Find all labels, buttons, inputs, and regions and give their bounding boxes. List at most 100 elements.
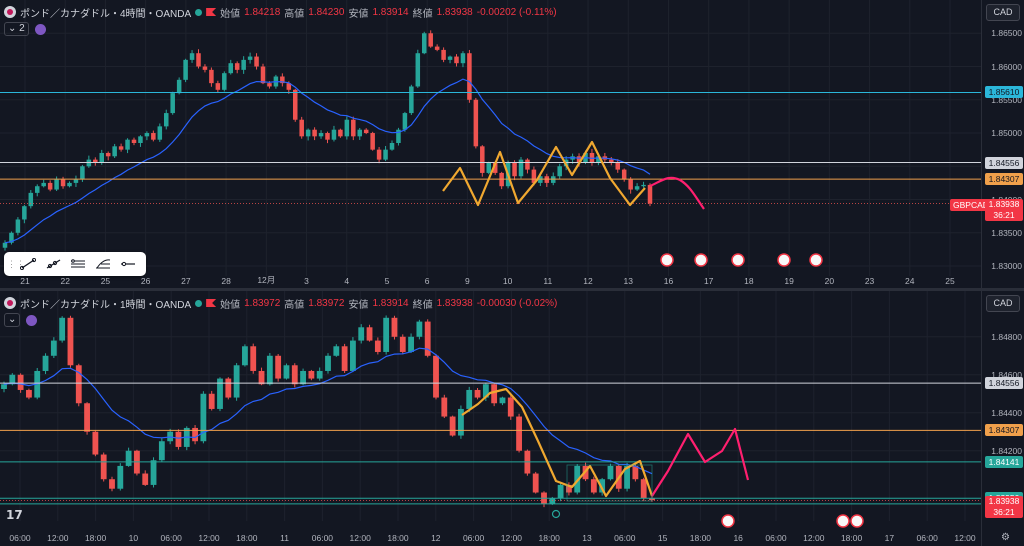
ray-tool-icon[interactable] bbox=[40, 254, 65, 274]
price-axis-label: 1.85000 bbox=[991, 128, 1022, 139]
candle-body bbox=[370, 133, 375, 150]
candle-body bbox=[183, 59, 188, 80]
candle-body bbox=[492, 162, 498, 173]
candle-body bbox=[599, 479, 606, 493]
candle-body bbox=[305, 129, 311, 137]
symbol-price-tag: GBPCAD bbox=[950, 198, 992, 211]
candle-body bbox=[466, 389, 473, 409]
candle-body bbox=[280, 76, 285, 84]
symbol-logo-icon bbox=[4, 297, 16, 309]
time-axis-label: 18:00 bbox=[84, 533, 107, 543]
time-axis-label: 18:00 bbox=[538, 533, 560, 543]
low-value: 1.83914 bbox=[372, 6, 409, 18]
collapse-indicators-button[interactable]: ⌄ bbox=[4, 313, 21, 327]
range-box bbox=[566, 464, 653, 502]
time-axis-label: 28 bbox=[221, 276, 231, 286]
candle-body bbox=[454, 56, 459, 64]
candle-body bbox=[99, 152, 105, 163]
last-price-tag: 1.83938 36:21 bbox=[985, 198, 1023, 221]
top-chart-canvas[interactable] bbox=[0, 0, 982, 289]
time-axis-label: 18 bbox=[744, 276, 754, 286]
candle-body bbox=[351, 119, 356, 137]
bottom-chart-title[interactable]: ポンド／カナダドル・1時間・OANDA bbox=[20, 299, 192, 311]
market-status-icon bbox=[195, 299, 203, 307]
candle-body bbox=[596, 156, 601, 163]
time-axis-label: 18:00 bbox=[689, 533, 712, 543]
candle-body bbox=[480, 146, 485, 173]
candle-body bbox=[299, 119, 304, 137]
top-price-axis[interactable]: CAD 1.865001.860001.855001.850001.845001… bbox=[981, 0, 1024, 289]
candle-body bbox=[424, 321, 431, 356]
candle-body bbox=[228, 63, 234, 74]
tradingview-logo-icon[interactable]: 17 bbox=[6, 508, 23, 522]
time-axis-label: 22 bbox=[60, 276, 70, 286]
pattern-zigzag-line bbox=[442, 140, 646, 207]
gear-icon[interactable]: ⚙ bbox=[1001, 532, 1010, 543]
dividend-marker-icon bbox=[551, 509, 561, 519]
flag-icon[interactable] bbox=[206, 299, 217, 307]
candle-body bbox=[609, 159, 614, 163]
price-axis-label: 1.85500 bbox=[991, 94, 1022, 105]
candle-body bbox=[157, 126, 163, 140]
low-key: 安値 bbox=[348, 299, 369, 311]
candle-body bbox=[267, 83, 272, 87]
candle-body bbox=[50, 340, 57, 356]
indicator-icon[interactable] bbox=[26, 314, 38, 326]
candle-body bbox=[316, 370, 323, 379]
candle-body bbox=[202, 66, 208, 70]
bottom-chart-canvas[interactable] bbox=[0, 291, 982, 546]
candle-body bbox=[433, 355, 439, 398]
candle-body bbox=[624, 465, 630, 489]
parallel-channel-tool-icon[interactable] bbox=[65, 254, 90, 274]
drawing-toolbar[interactable]: ⋮⋮ bbox=[4, 252, 146, 276]
flag-icon[interactable] bbox=[206, 8, 217, 16]
close-key: 終値 bbox=[412, 8, 433, 20]
bottom-chart-pane[interactable]: ポンド／カナダドル・1時間・OANDA 始値 1.83972 高値 1.83972 … bbox=[0, 291, 1024, 546]
candle-body bbox=[158, 441, 165, 461]
open-value: 1.83972 bbox=[244, 297, 281, 309]
candle-body bbox=[486, 162, 492, 173]
candle-body bbox=[59, 317, 66, 341]
indicator-icon[interactable] bbox=[34, 23, 46, 35]
candle-body bbox=[557, 166, 562, 177]
bar-countdown: 36:21 bbox=[993, 507, 1015, 518]
time-axis-label: 5 bbox=[384, 276, 390, 286]
currency-button[interactable]: CAD bbox=[986, 295, 1020, 312]
time-axis-label: 18:00 bbox=[236, 533, 258, 543]
drag-handle-icon[interactable]: ⋮⋮ bbox=[7, 258, 25, 269]
candle-body bbox=[60, 179, 66, 187]
top-chart-pane[interactable]: ポンド／カナダドル・4時間・OANDA 始値 1.84218 高値 1.84230 … bbox=[0, 0, 1024, 289]
candle-body bbox=[170, 93, 175, 114]
economic-event-icon bbox=[809, 253, 823, 267]
time-axis-label: 17 bbox=[884, 533, 895, 543]
candle-body bbox=[615, 162, 621, 170]
trend-line-tool-icon[interactable] bbox=[15, 254, 40, 274]
candle-body bbox=[416, 321, 423, 337]
candle-body bbox=[474, 389, 481, 398]
candle-body bbox=[196, 53, 201, 67]
time-axis-label: 10 bbox=[502, 276, 513, 286]
candle-body bbox=[234, 63, 240, 70]
candle-body bbox=[590, 479, 597, 493]
time-axis-label: 12 bbox=[431, 533, 441, 543]
open-value: 1.84218 bbox=[244, 6, 281, 18]
candle-body bbox=[192, 427, 198, 442]
close-key: 終値 bbox=[412, 299, 433, 311]
candle-body bbox=[215, 83, 221, 90]
fib-tool-icon[interactable] bbox=[90, 254, 115, 274]
candle-body bbox=[499, 397, 506, 404]
pane-divider[interactable] bbox=[0, 288, 1024, 291]
price-level-tag: 1.84556 bbox=[985, 156, 1023, 169]
high-value: 1.84230 bbox=[308, 6, 345, 18]
symbol-logo-icon bbox=[4, 6, 16, 18]
horizontal-line-tool-icon[interactable] bbox=[115, 254, 140, 274]
candle-body bbox=[93, 159, 98, 163]
price-level-tag: 1.84307 bbox=[985, 173, 1023, 186]
candle-body bbox=[607, 465, 614, 480]
candle-body bbox=[131, 139, 137, 143]
top-chart-title[interactable]: ポンド／カナダドル・4時間・OANDA bbox=[20, 8, 192, 20]
currency-button[interactable]: CAD bbox=[986, 4, 1020, 21]
economic-event-icon bbox=[731, 253, 745, 267]
collapse-indicators-button[interactable]: ⌄ 2 bbox=[4, 22, 29, 36]
time-axis-label: 12:00 bbox=[198, 533, 220, 543]
